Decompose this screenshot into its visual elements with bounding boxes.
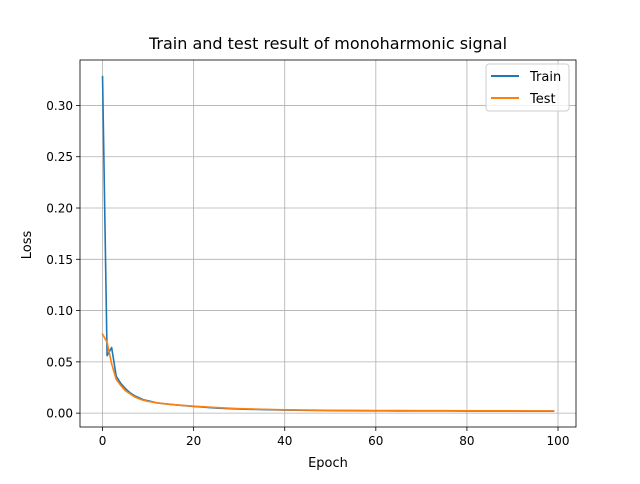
x-tick-label: 100 [547,434,570,448]
legend: Train Test [485,63,570,112]
axes-frame [79,59,577,428]
y-tick-label: 0.10 [46,304,73,318]
series-line-test [101,333,555,412]
legend-label-train: Train [529,70,561,85]
y-tick-label: 0.30 [46,99,73,113]
series-layer [101,75,555,413]
y-tick-label: 0.05 [46,355,73,369]
y-axis-label: Loss [20,231,35,260]
y-tick-label: 0.20 [46,202,73,216]
grid [80,60,576,427]
y-tick-label: 0.15 [46,253,73,267]
x-tick-label: 60 [368,434,383,448]
ticks: 0 20 40 60 80 100 0.00 0.05 0.10 0.15 0.20 0.25 0.30 [46,99,569,448]
y-tick-label: 0.25 [46,150,73,164]
x-tick-label: 80 [459,434,474,448]
legend-label-test: Test [529,92,556,107]
x-tick-label: 20 [186,434,201,448]
y-tick-label: 0.00 [46,407,73,421]
x-tick-label: 40 [277,434,292,448]
chart-title: Train and test result of monoharmonic si… [148,34,507,53]
x-axis-label: Epoch [308,456,348,471]
x-tick-label: 0 [99,434,107,448]
